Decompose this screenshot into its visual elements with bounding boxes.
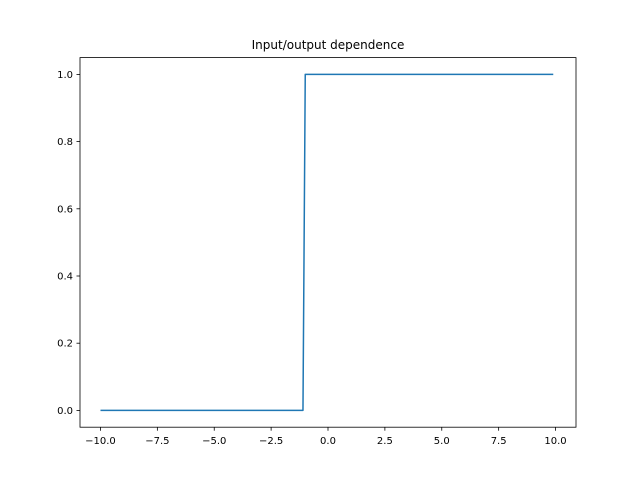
x-tick-label: −10.0 <box>85 436 116 447</box>
y-tick-label: 1.0 <box>57 70 73 81</box>
x-axis: −10.0 −7.5 −5.0 −2.5 0.0 2.5 5.0 7.5 10.0 <box>85 427 567 447</box>
x-tick-label: −2.5 <box>259 436 283 447</box>
x-tick-label: 5.0 <box>434 436 450 447</box>
chart-title: Input/output dependence <box>252 38 405 52</box>
x-tick-label: 2.5 <box>377 436 393 447</box>
x-tick-label: 10.0 <box>544 436 566 447</box>
y-tick-label: 0.8 <box>57 137 73 148</box>
x-tick-label: −7.5 <box>145 436 169 447</box>
y-tick-label: 0.0 <box>57 406 73 417</box>
plot-area <box>100 73 554 412</box>
y-tick-label: 0.6 <box>57 204 73 215</box>
y-tick-label: 0.4 <box>57 272 73 283</box>
x-tick-label: 7.5 <box>491 436 507 447</box>
y-axis: 0.0 0.2 0.4 0.6 0.8 1.0 <box>57 70 80 417</box>
x-tick-label: 0.0 <box>320 436 336 447</box>
y-tick-label: 0.2 <box>57 339 73 350</box>
x-tick-label: −5.0 <box>202 436 226 447</box>
axes-frame <box>79 57 577 428</box>
series-line-0 <box>100 73 554 412</box>
